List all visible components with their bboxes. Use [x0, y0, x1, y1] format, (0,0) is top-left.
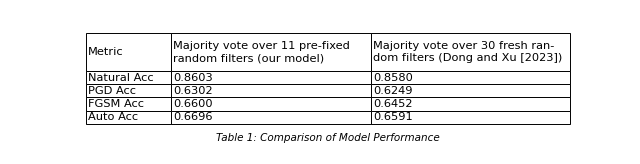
Text: PGD Acc: PGD Acc [88, 86, 136, 96]
Text: Majority vote over 30 fresh ran-
dom filters (Dong and Xu [2023]): Majority vote over 30 fresh ran- dom fil… [373, 41, 563, 63]
Text: 0.6591: 0.6591 [373, 112, 413, 122]
Bar [171, 111, 371, 124]
Bar [86, 71, 171, 84]
Text: 0.6696: 0.6696 [173, 112, 212, 122]
Bar [86, 111, 171, 124]
Text: Metric: Metric [88, 47, 124, 57]
Text: 0.6302: 0.6302 [173, 86, 212, 96]
Bar [371, 111, 570, 124]
Text: 0.6249: 0.6249 [373, 86, 413, 96]
Bar [371, 84, 570, 97]
Bar [86, 33, 171, 71]
Bar [171, 84, 371, 97]
Text: Natural Acc: Natural Acc [88, 73, 154, 83]
Text: FGSM Acc: FGSM Acc [88, 99, 145, 109]
Text: 0.8580: 0.8580 [373, 73, 413, 83]
Bar [86, 97, 171, 111]
Text: 0.6452: 0.6452 [373, 99, 413, 109]
Bar [371, 97, 570, 111]
Bar [371, 33, 570, 71]
Bar [171, 97, 371, 111]
Text: 0.6600: 0.6600 [173, 99, 212, 109]
Bar [171, 71, 371, 84]
Bar [86, 84, 171, 97]
Text: Table 1: Comparison of Model Performance: Table 1: Comparison of Model Performance [216, 133, 440, 143]
Text: Majority vote over 11 pre-fixed
random filters (our model): Majority vote over 11 pre-fixed random f… [173, 41, 350, 63]
Bar [171, 33, 371, 71]
Bar [371, 71, 570, 84]
Text: 0.8603: 0.8603 [173, 73, 213, 83]
Text: Auto Acc: Auto Acc [88, 112, 138, 122]
